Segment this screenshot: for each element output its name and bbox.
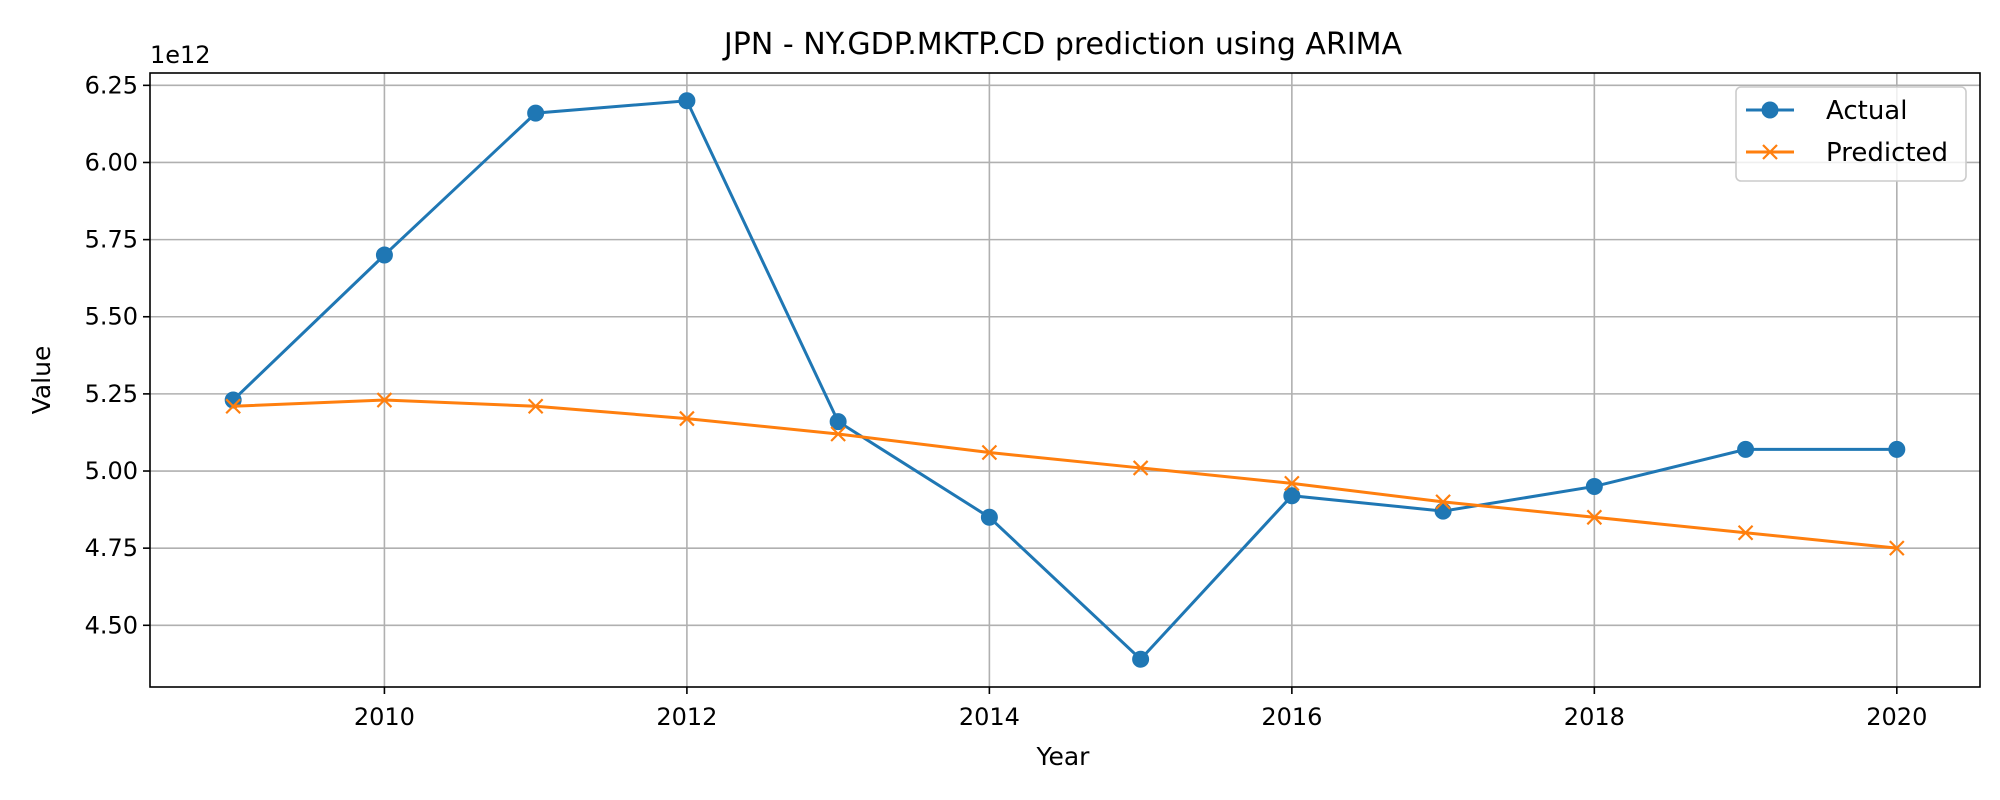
y-tick-label: 6.25 [85,71,138,99]
data-point [830,426,846,442]
y-tick-label: 4.75 [85,534,138,562]
data-point [376,392,393,408]
plot-frame [149,72,1981,688]
series-line [233,398,1897,550]
marker-x-stroke [225,398,241,415]
x-tick-label: 2010 [354,703,415,731]
marker-x-stroke [1737,524,1754,541]
legend-label: Actual [1826,96,1907,126]
data-point [527,398,544,415]
y-axis-label: Value [27,346,56,415]
marker-x-stroke [1889,540,1905,556]
marker-x-stroke [376,392,393,408]
marker-x-stroke [679,410,695,427]
y-offset-text: 1e12 [150,41,211,69]
data-point [1888,440,1906,458]
data-point [1283,487,1301,505]
x-axis-label: Year [1036,742,1091,771]
data-point [375,246,393,264]
legend-item-actual: Actual [1746,96,1907,126]
data-point [981,444,998,461]
x-tick-label: 2016 [1261,703,1322,731]
series-line [232,99,1897,662]
legend-marker [1761,101,1779,119]
y-tick-label: 5.00 [85,457,138,485]
marker-x-stroke [1762,144,1778,160]
y-tick-label: 4.50 [85,611,138,639]
data-point [1434,502,1452,520]
data-point [679,410,695,427]
y-tick-label: 5.50 [85,303,138,331]
marker-x-stroke [981,444,998,461]
data-point [1585,477,1603,495]
data-point [1737,440,1755,458]
y-tick-label: 5.75 [85,226,138,254]
series-group [224,92,1906,668]
data-point [224,391,242,409]
data-point [1586,509,1603,526]
x-tick-label: 2020 [1866,703,1927,731]
data-point [678,92,696,110]
data-point [527,104,545,122]
legend-item-predicted: Predicted [1746,138,1948,168]
series-actual [224,92,1906,668]
data-point [1889,540,1905,556]
data-point [829,413,847,431]
y-tick-label: 6.00 [85,148,138,176]
x-tick-label: 2018 [1564,703,1625,731]
data-point [1737,524,1754,541]
marker-x-stroke [527,398,544,415]
data-point [1132,460,1149,476]
grid [150,73,1980,687]
chart-title: JPN - NY.GDP.MKTP.CD prediction using AR… [722,27,1403,62]
marker-x-stroke [830,426,846,442]
data-point [980,508,998,526]
data-point [1435,494,1451,510]
marker-x-stroke [1435,494,1451,510]
legend: Actual Predicted [1735,86,1967,182]
x-tick-label: 2012 [656,703,717,731]
data-point [1284,475,1300,492]
legend-marker [1762,144,1778,160]
marker-x-stroke [1586,509,1603,526]
series-predicted [225,392,1905,556]
data-point [225,398,241,415]
y-tick-label: 5.25 [85,380,138,408]
axis-ticks: 2010 2012 2014 2016 2018 2020 4.50 4.75 5.00 5.25… [85,71,1928,731]
legend-label: Predicted [1826,138,1948,168]
x-tick-label: 2014 [959,703,1020,731]
data-point [1132,650,1150,668]
marker-x-stroke [1132,460,1149,476]
marker-x-stroke [1284,475,1300,492]
